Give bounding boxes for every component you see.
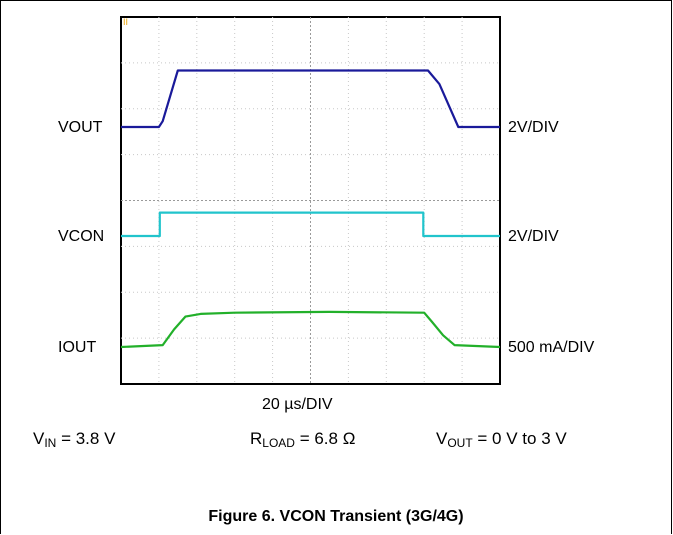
vin-sub: IN	[44, 436, 57, 450]
vout-condition: VOUT = 0 V to 3 V	[436, 430, 567, 449]
traces	[120, 69, 501, 349]
vout-main: V	[436, 429, 448, 448]
vcon-scale: 2V/DIV	[508, 228, 559, 245]
rload-sub: LOAD	[262, 436, 295, 450]
vout-scale: 2V/DIV	[508, 119, 559, 136]
rload-condition: RLOAD = 6.8 Ω	[250, 430, 355, 449]
vout-value: = 0 V to 3 V	[472, 429, 567, 448]
vin-condition: VIN = 3.8 V	[33, 430, 115, 449]
iout-scale: 500 mA/DIV	[508, 339, 595, 356]
vout-sub: OUT	[447, 436, 473, 450]
trigger-marker: II	[123, 17, 128, 27]
rload-value: = 6.8 Ω	[294, 429, 356, 448]
vcon-label: VCON	[58, 228, 105, 245]
vout-trace	[121, 69, 500, 129]
iout-trace	[120, 310, 501, 349]
vin-main: V	[33, 429, 45, 448]
iout-label: IOUT	[58, 339, 97, 356]
figure-caption: Figure 6. VCON Transient (3G/4G)	[208, 508, 464, 525]
rload-main: R	[250, 429, 263, 448]
time-scale-label: 20 µs/DIV	[262, 396, 333, 413]
vout-label: VOUT	[58, 119, 103, 136]
grid	[121, 17, 500, 384]
vcon-trace	[121, 211, 500, 238]
vin-value: = 3.8 V	[56, 429, 116, 448]
